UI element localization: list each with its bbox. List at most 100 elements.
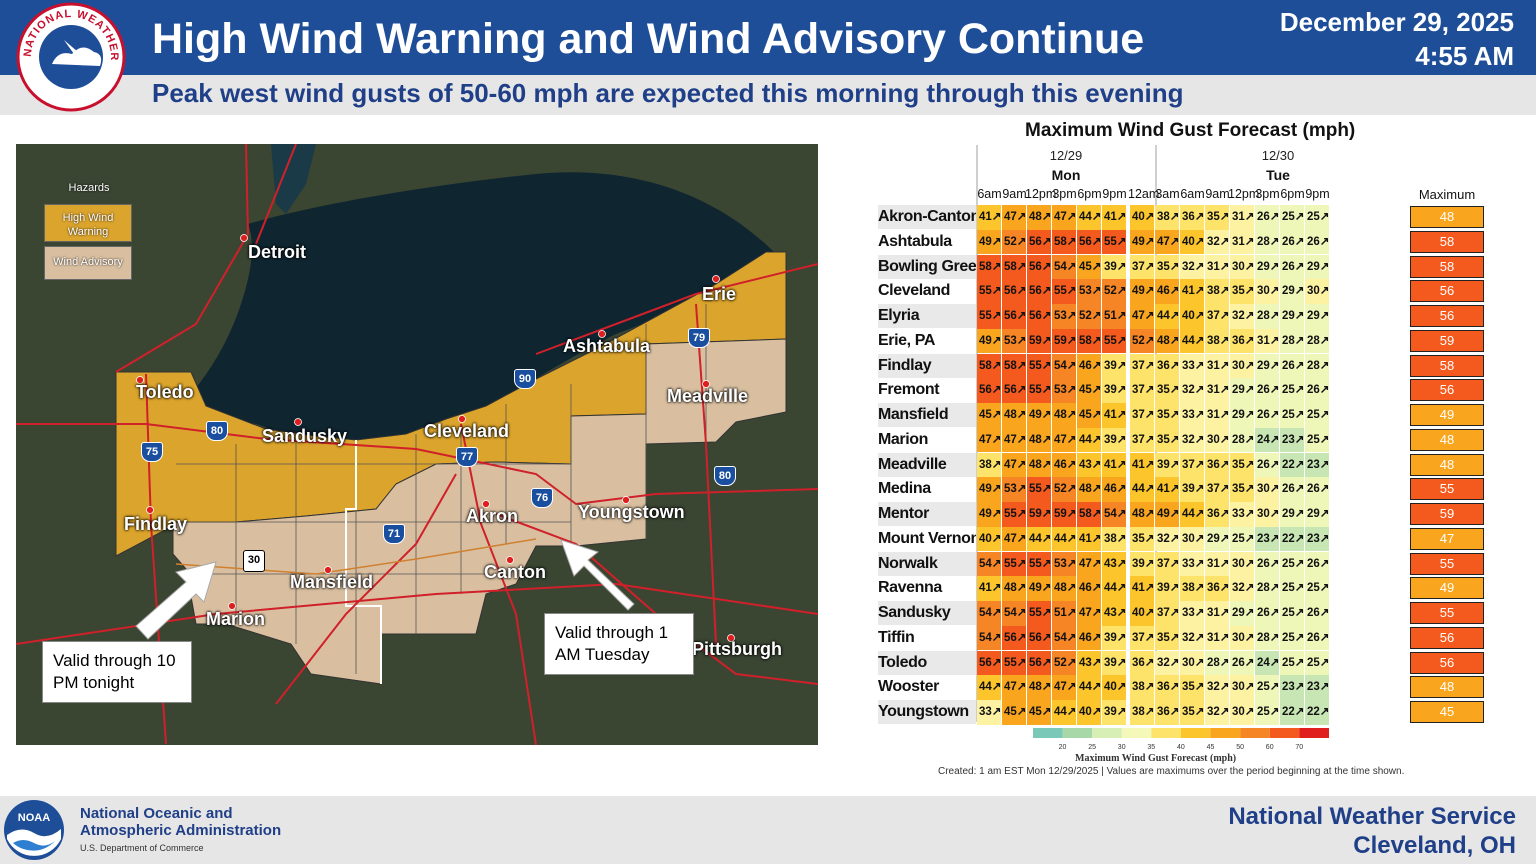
gust-cell: 35↗ bbox=[1155, 625, 1179, 651]
gust-cell: 38↗ bbox=[1130, 675, 1154, 700]
gust-cell: 40↗ bbox=[1077, 700, 1101, 725]
gust-cell: 28↗ bbox=[1305, 353, 1329, 379]
gust-cell: 29↗ bbox=[1255, 353, 1279, 379]
gust-cell: 22↗ bbox=[1280, 452, 1304, 478]
gust-cell: 26↗ bbox=[1255, 551, 1279, 577]
gust-cell: 55↗ bbox=[1102, 328, 1126, 354]
time-header: 12pm bbox=[1228, 187, 1260, 201]
gust-cell: 39↗ bbox=[1102, 427, 1126, 453]
gust-cell: 56↗ bbox=[1002, 279, 1026, 304]
gust-cell: 40↗ bbox=[1180, 229, 1204, 255]
gust-cell: 40↗ bbox=[1130, 205, 1154, 230]
shield-i90-label: 90 bbox=[518, 373, 532, 385]
gust-cell: 37↗ bbox=[1155, 551, 1179, 577]
gust-cell: 30↗ bbox=[1180, 526, 1204, 552]
page-subtitle: Peak west wind gusts of 50-60 mph are ex… bbox=[152, 78, 1184, 108]
gust-cell: 39↗ bbox=[1102, 254, 1126, 280]
gust-cell: 46↗ bbox=[1155, 279, 1179, 304]
gust-cell: 48↗ bbox=[1002, 576, 1026, 601]
day2-name: Tue bbox=[1266, 167, 1290, 183]
west-callout: Valid through 10 PM tonight bbox=[42, 641, 192, 703]
gust-cell: 26↗ bbox=[1280, 353, 1304, 379]
gust-cell: 23↗ bbox=[1305, 526, 1329, 552]
max-gust-cell: 56 bbox=[1410, 305, 1484, 327]
gust-cell: 55↗ bbox=[1002, 502, 1026, 527]
gust-cell: 26↗ bbox=[1255, 403, 1279, 428]
gust-cell: 26↗ bbox=[1305, 551, 1329, 577]
table-row-location: Medina bbox=[878, 480, 931, 498]
gust-cell: 49↗ bbox=[1027, 576, 1051, 601]
gust-cell: 24↗ bbox=[1255, 427, 1279, 453]
gust-cell: 39↗ bbox=[1180, 477, 1204, 502]
gust-cell: 30↗ bbox=[1305, 279, 1329, 304]
gust-cell: 36↗ bbox=[1130, 650, 1154, 676]
table-row-location: Bowling Green bbox=[878, 254, 976, 279]
city-sandusky: Sandusky bbox=[262, 426, 348, 446]
gust-cell: 47↗ bbox=[1077, 551, 1101, 577]
gust-cell: 26↗ bbox=[1255, 378, 1279, 403]
table-row-location: Mentor bbox=[878, 502, 976, 526]
gust-cell: 25↗ bbox=[1280, 601, 1304, 626]
scale-swatch bbox=[1240, 728, 1270, 738]
gust-cell: 56↗ bbox=[1002, 378, 1026, 403]
scale-swatch bbox=[1299, 728, 1329, 738]
table-row-location: Cleveland bbox=[878, 282, 950, 300]
gust-cell: 46↗ bbox=[1077, 625, 1101, 651]
gust-cell: 55↗ bbox=[1002, 650, 1026, 676]
gust-cell: 56↗ bbox=[1027, 279, 1051, 304]
table-row-location: Youngstown bbox=[878, 700, 976, 724]
scale-swatch bbox=[1092, 728, 1122, 738]
scale-swatch bbox=[1121, 728, 1152, 738]
table-row-location: Akron-Canton bbox=[878, 205, 976, 229]
color-scale-label: Maximum Wind Gust Forecast (mph) bbox=[1075, 753, 1237, 764]
city-detroit: Detroit bbox=[248, 242, 306, 262]
gust-cell: 25↗ bbox=[1305, 427, 1329, 453]
gust-cell: 44↗ bbox=[1077, 205, 1101, 230]
gust-cell: 32↗ bbox=[1205, 675, 1229, 700]
scale-swatch bbox=[1033, 728, 1063, 738]
office-line1: National Weather Service bbox=[1228, 803, 1516, 830]
gust-cell: 35↗ bbox=[1205, 205, 1229, 230]
gust-cell: 43↗ bbox=[1102, 601, 1126, 626]
max-gust-cell: 56 bbox=[1410, 626, 1484, 649]
gust-cell: 55↗ bbox=[1027, 477, 1051, 502]
gust-cell: 54↗ bbox=[1002, 601, 1026, 626]
gust-cell: 55↗ bbox=[1002, 551, 1026, 577]
gust-cell: 37↗ bbox=[1130, 254, 1154, 280]
scale-swatch bbox=[1210, 728, 1241, 738]
color-scale bbox=[1033, 728, 1329, 738]
city-meadville: Meadville bbox=[667, 386, 749, 406]
scale-tick: 50 bbox=[1236, 744, 1244, 751]
gust-cell: 35↗ bbox=[1180, 675, 1204, 700]
gust-cell: 23↗ bbox=[1305, 452, 1329, 478]
gust-cell: 32↗ bbox=[1155, 650, 1179, 676]
gust-cell: 23↗ bbox=[1280, 427, 1304, 453]
gust-cell: 47↗ bbox=[1052, 427, 1076, 453]
max-gust-cell: 55 bbox=[1410, 602, 1484, 624]
gust-cell: 30↗ bbox=[1255, 477, 1279, 502]
gust-cell: 33↗ bbox=[1180, 353, 1204, 379]
max-gust-cell: 59 bbox=[1410, 503, 1484, 525]
gust-cell: 33↗ bbox=[977, 700, 1001, 725]
gust-cell: 35↗ bbox=[1155, 403, 1179, 428]
shield-us30: 30 bbox=[243, 550, 265, 572]
gust-cell: 54↗ bbox=[977, 551, 1001, 577]
gust-cell: 44↗ bbox=[1130, 477, 1154, 502]
gust-cell: 48↗ bbox=[1052, 576, 1076, 601]
time-header: 9am bbox=[1205, 187, 1230, 201]
shield-i80-west: 80 bbox=[206, 421, 228, 441]
gust-cell: 52↗ bbox=[1102, 279, 1126, 304]
gust-cell: 35↗ bbox=[1180, 700, 1204, 725]
gust-cell: 32↗ bbox=[1230, 576, 1254, 601]
gust-cell: 56↗ bbox=[1002, 304, 1026, 329]
gust-cell: 49↗ bbox=[977, 477, 1001, 502]
gust-cell: 56↗ bbox=[977, 378, 1001, 403]
gust-cell: 35↗ bbox=[1230, 477, 1254, 502]
gust-cell: 55↗ bbox=[977, 279, 1001, 304]
gust-cell: 30↗ bbox=[1230, 353, 1254, 379]
gust-cell: 46↗ bbox=[1077, 576, 1101, 601]
city-findlay: Findlay bbox=[124, 514, 188, 534]
gust-cell: 26↗ bbox=[1255, 205, 1279, 230]
gust-cell: 31↗ bbox=[1230, 229, 1254, 255]
gust-cell: 55↗ bbox=[1027, 551, 1051, 577]
